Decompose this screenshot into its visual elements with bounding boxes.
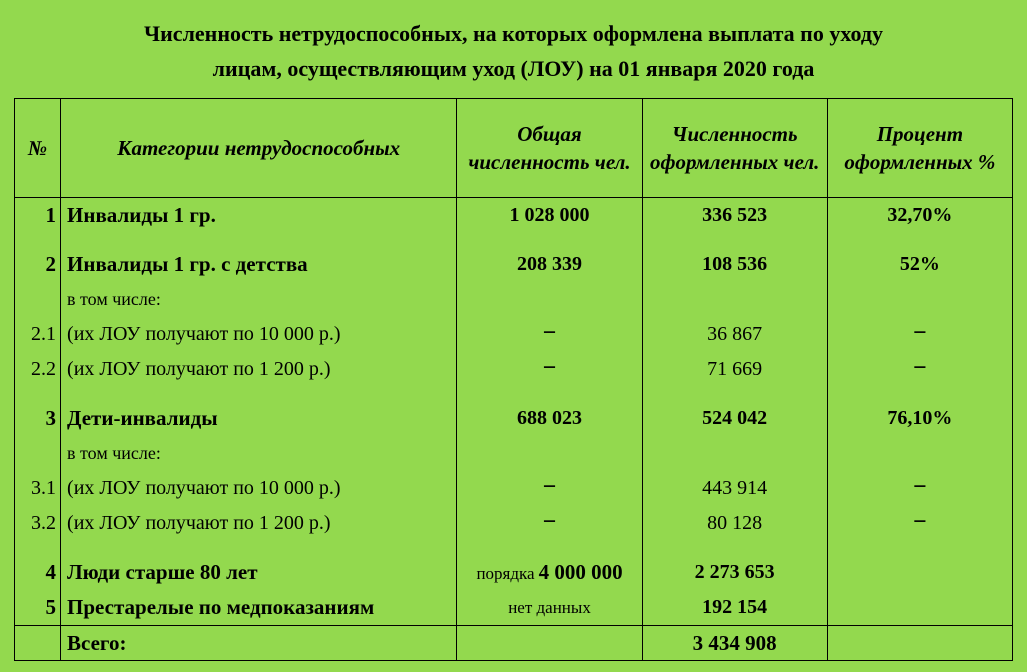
row-cat: (их ЛОУ получают по 1 200 р.) [67, 358, 331, 380]
header-category: Категории нетрудоспособных [61, 99, 457, 198]
table-row: 5 Престарелые по медпоказаниям нет данны… [15, 590, 1013, 626]
title-line-2: лицам, осуществляющим уход (ЛОУ) на 01 я… [213, 56, 815, 81]
header-num: № [15, 99, 61, 198]
dash: − [913, 320, 927, 346]
row-reg: 71 669 [707, 358, 762, 380]
dash: − [913, 474, 927, 500]
header-registered: Численность оформленных чел. [642, 99, 827, 198]
row-reg: 524 042 [642, 401, 827, 436]
spacer [15, 541, 1013, 555]
row-inc: в том числе: [67, 443, 161, 463]
row-num: 3 [46, 406, 57, 430]
row-total: 4 000 000 [539, 560, 623, 584]
row-inc: в том числе: [67, 289, 161, 309]
row-num: 4 [46, 560, 57, 584]
row-num: 5 [46, 595, 57, 619]
row-cat: Престарелые по медпоказаниям [67, 595, 374, 619]
header-percent: Процент оформленных % [827, 99, 1012, 198]
row-total: нет данных [508, 598, 591, 617]
table-row: 1 Инвалиды 1 гр. 1 028 000 336 523 32,70… [15, 198, 1013, 234]
row-cat: Инвалиды 1 гр. с детства [67, 252, 308, 276]
row-cat: (их ЛОУ получают по 10 000 р.) [67, 477, 341, 499]
row-num: 2.2 [31, 358, 56, 380]
table-row: 3.1 (их ЛОУ получают по 10 000 р.) − 443… [15, 471, 1013, 506]
row-total: 688 023 [457, 401, 642, 436]
row-cat: Инвалиды 1 гр. [67, 203, 216, 227]
totals-row: Всего: 3 434 908 [15, 626, 1013, 661]
row-reg: 36 867 [707, 323, 762, 345]
row-num: 2.1 [31, 323, 56, 345]
data-table: № Категории нетрудоспособных Общая числе… [14, 98, 1013, 661]
row-total: 1 028 000 [457, 198, 642, 234]
row-reg: 108 536 [642, 247, 827, 282]
dash: − [543, 320, 557, 346]
row-total: 208 339 [457, 247, 642, 282]
table-row: 2.1 (их ЛОУ получают по 10 000 р.) − 36 … [15, 317, 1013, 352]
dash: − [543, 474, 557, 500]
table-row: в том числе: [15, 436, 1013, 471]
row-cat: (их ЛОУ получают по 1 200 р.) [67, 512, 331, 534]
row-pct: 76,10% [827, 401, 1012, 436]
table-row: 3.2 (их ЛОУ получают по 1 200 р.) − 80 1… [15, 506, 1013, 541]
spacer [15, 387, 1013, 401]
table-row: 2.2 (их ЛОУ получают по 1 200 р.) − 71 6… [15, 352, 1013, 387]
row-cat: (их ЛОУ получают по 10 000 р.) [67, 323, 341, 345]
table-row: 2 Инвалиды 1 гр. с детства 208 339 108 5… [15, 247, 1013, 282]
row-cat: Дети-инвалиды [67, 406, 218, 430]
row-pct: 52% [827, 247, 1012, 282]
table-row: 3 Дети-инвалиды 688 023 524 042 76,10% [15, 401, 1013, 436]
table-title: Численность нетрудоспособных, на которых… [14, 10, 1013, 98]
row-num: 2 [46, 252, 57, 276]
totals-label: Всего: [61, 626, 457, 661]
row-reg: 80 128 [707, 512, 762, 534]
row-num: 3.1 [31, 477, 56, 499]
row-num: 1 [46, 203, 57, 227]
row-pct: 32,70% [827, 198, 1012, 234]
row-total-prefix: порядка [476, 564, 538, 583]
totals-reg: 3 434 908 [642, 626, 827, 661]
spacer [15, 233, 1013, 247]
row-num: 3.2 [31, 512, 56, 534]
table-row: в том числе: [15, 282, 1013, 317]
table-row: 4 Люди старше 80 лет порядка4 000 000 2 … [15, 555, 1013, 590]
row-reg: 192 154 [642, 590, 827, 626]
dash: − [543, 355, 557, 381]
group-1: 1 Инвалиды 1 гр. 1 028 000 336 523 32,70… [15, 198, 1013, 626]
row-reg: 443 914 [702, 477, 767, 499]
header-row: № Категории нетрудоспособных Общая числе… [15, 99, 1013, 198]
dash: − [913, 509, 927, 535]
title-line-1: Численность нетрудоспособных, на которых… [144, 21, 883, 46]
dash: − [543, 509, 557, 535]
dash: − [913, 355, 927, 381]
row-cat: Люди старше 80 лет [67, 560, 258, 584]
header-total: Общая численность чел. [457, 99, 642, 198]
row-reg: 2 273 653 [642, 555, 827, 590]
row-reg: 336 523 [642, 198, 827, 234]
